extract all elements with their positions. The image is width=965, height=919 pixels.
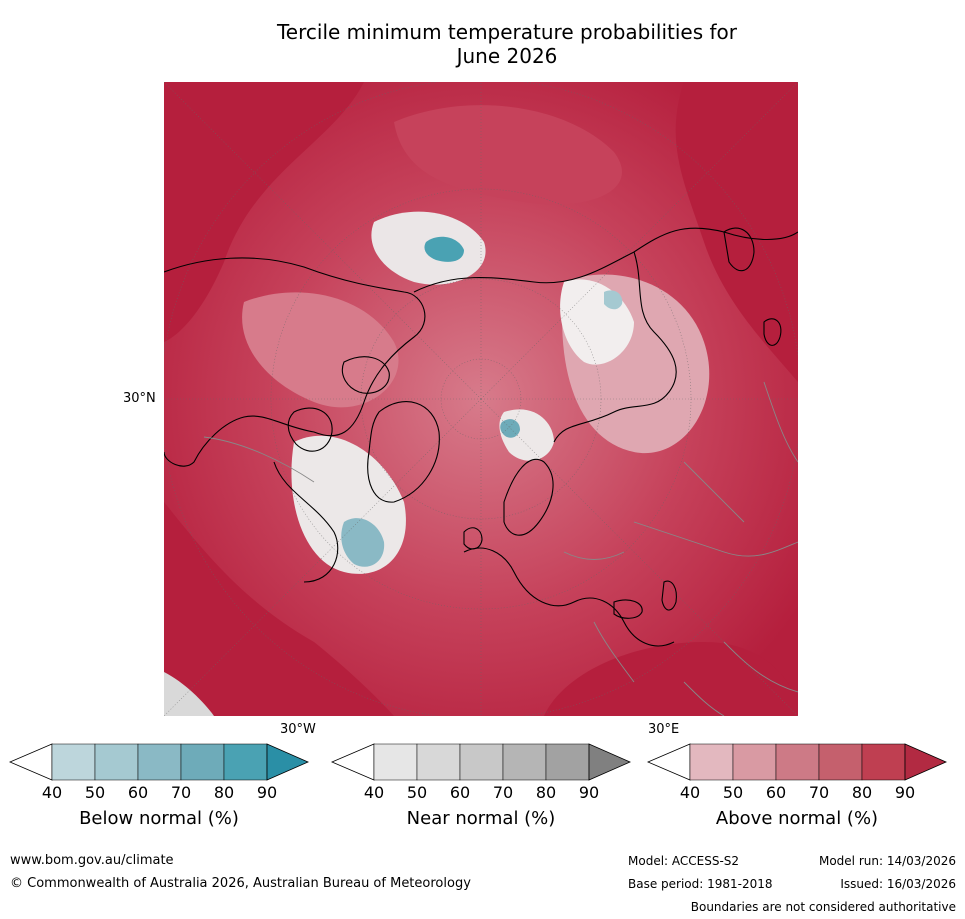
canada-mid [242, 292, 399, 408]
colorbar-near-bin-40 [373, 743, 418, 781]
alaska-below-normal [424, 236, 464, 262]
colorbar-above-bin-80 [861, 743, 906, 781]
colorbar-above-tick-50: 50 [722, 783, 744, 802]
siberia-coast [553, 251, 677, 443]
south-corner-near-normal [164, 672, 214, 716]
colorbar-near-normal [330, 743, 631, 781]
colorbar-below-under [8, 743, 53, 781]
colorbar-near-under [330, 743, 375, 781]
colorbar-above-label: Above normal (%) [715, 808, 879, 829]
eurasia-coast [413, 227, 798, 293]
map-title-line-1: Tercile minimum temperature probabilitie… [276, 20, 738, 44]
colorbar-above-bin-70 [818, 743, 863, 781]
colorbar-near-bin-70 [502, 743, 547, 781]
graticule [164, 82, 798, 716]
colorbar-above-bin-50 [732, 743, 777, 781]
colorbar-above-bin-40 [689, 743, 734, 781]
map-title: Tercile minimum temperature probabilitie… [160, 20, 854, 68]
japan [763, 318, 782, 346]
colorbar-near-tick-90: 90 [578, 783, 600, 802]
colorbar-above-tick-70: 70 [808, 783, 830, 802]
north-pacific-mid [394, 105, 622, 205]
greenland-coast [367, 401, 440, 503]
coastlines [164, 227, 798, 647]
colorbar-above-tick-90: 90 [894, 783, 916, 802]
country-borders [203, 381, 798, 716]
europe-coast [463, 547, 675, 647]
colorbar-above-tick-40: 40 [679, 783, 701, 802]
taymyr-below-normal [604, 290, 623, 310]
colorbar-above-under [646, 743, 691, 781]
colorbar-below-bin-80 [223, 743, 268, 781]
colorbar-below-normal [8, 743, 309, 781]
colorbar-below-tick-80: 80 [213, 783, 235, 802]
colorbar-below-bin-50 [94, 743, 139, 781]
colorbar-near-label: Near normal (%) [406, 808, 556, 829]
colorbar-above-normal [646, 743, 947, 781]
asia-high-zone [675, 82, 798, 382]
colorbar-near-bin-60 [459, 743, 504, 781]
colorbar-below-label: Below normal (%) [79, 808, 239, 829]
colorbar-near-tick-60: 60 [449, 783, 471, 802]
caspian-sea [661, 580, 677, 611]
north-america-coast [164, 257, 426, 467]
british-isles [463, 527, 483, 550]
boundaries-disclaimer: Boundaries are not considered authoritat… [690, 900, 956, 914]
pacific-high-zone [164, 82, 364, 342]
scandinavia-coast [503, 459, 554, 536]
colorbar-near-bin-80 [545, 743, 590, 781]
copyright-text: © Commonwealth of Australia 2026, Austra… [10, 876, 471, 891]
colorbar-above-tick-80: 80 [851, 783, 873, 802]
probability-map [164, 82, 798, 716]
colorbar-above-bin-60 [775, 743, 820, 781]
colorbar-below-tick-90: 90 [256, 783, 278, 802]
longitude-label-30e: 30°E [648, 722, 680, 737]
colorbar-above-tick-60: 60 [765, 783, 787, 802]
colorbar-near-tick-80: 80 [535, 783, 557, 802]
map-title-line-2: June 2026 [456, 44, 558, 68]
colorbar-below-bin-60 [137, 743, 182, 781]
model-run-date: Model run: 14/03/2026 [818, 854, 956, 868]
colorbar-near-tick-50: 50 [406, 783, 428, 802]
longitude-label-30w: 30°W [280, 722, 316, 737]
latitude-label-30n: 30°N [123, 391, 156, 406]
atlantic-high-zone [164, 502, 394, 716]
colorbar-near-tick-40: 40 [363, 783, 385, 802]
colorbar-below-tick-50: 50 [84, 783, 106, 802]
base-period: Base period: 1981-2018 [628, 877, 773, 891]
colorbar-near-over [588, 743, 631, 781]
colorbar-below-bin-40 [51, 743, 96, 781]
hudson-bay [287, 407, 333, 452]
colorbar-near-tick-70: 70 [492, 783, 514, 802]
colorbar-above-over [904, 743, 947, 781]
model-name: Model: ACCESS-S2 [628, 854, 740, 868]
website-link[interactable]: www.bom.gov.au/climate [10, 853, 174, 868]
colorbar-below-over [266, 743, 309, 781]
us-east-coast [273, 461, 339, 583]
atlantic-below-normal [341, 518, 385, 567]
colorbar-below-bin-70 [180, 743, 225, 781]
issued-date: Issued: 16/03/2026 [840, 877, 956, 891]
colorbar-near-bin-50 [416, 743, 461, 781]
colorbar-below-tick-40: 40 [41, 783, 63, 802]
africa-high-zone [544, 642, 798, 716]
kamchatka [723, 227, 755, 272]
colorbar-below-tick-60: 60 [127, 783, 149, 802]
colorbar-below-tick-70: 70 [170, 783, 192, 802]
arctic-archipelago [341, 356, 390, 394]
black-sea [613, 599, 643, 619]
